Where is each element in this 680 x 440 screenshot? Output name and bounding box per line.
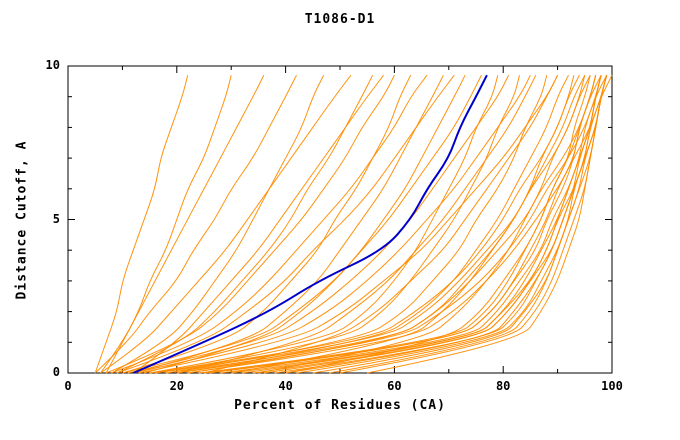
model-curve (154, 75, 520, 374)
x-tick-label: 20 (169, 379, 185, 393)
model-curve (176, 74, 537, 374)
model-curve (203, 74, 559, 374)
model-curve (111, 74, 428, 374)
model-curve (94, 75, 189, 374)
y-tick-label: 10 (45, 58, 60, 72)
model-curve (220, 75, 602, 374)
x-tick-label: 40 (278, 379, 293, 393)
x-tick-label: 100 (601, 379, 623, 393)
model-curve (149, 75, 499, 374)
x-axis-label: Percent of Residues (CA) (234, 398, 446, 413)
y-tick-label: 0 (52, 365, 60, 379)
model-curve (133, 74, 384, 374)
model-curve (116, 74, 455, 374)
model-curve (165, 75, 548, 374)
model-curve (122, 74, 412, 374)
model-curve (138, 74, 559, 374)
model-curve (329, 75, 602, 374)
model-curve (258, 75, 586, 374)
model-curve (122, 74, 482, 374)
model-curve (231, 75, 575, 374)
model-curve (100, 74, 352, 374)
model-curve (367, 75, 608, 374)
model-curve (105, 74, 265, 374)
model-curve (133, 74, 531, 374)
x-tick-label: 60 (387, 379, 402, 393)
model-curve (209, 75, 597, 374)
model-curve (165, 74, 602, 374)
model-curve (94, 74, 297, 374)
x-tick-label: 80 (495, 379, 511, 393)
highlighted-model-curve (132, 74, 488, 374)
model-curve (111, 74, 325, 374)
model-curve (100, 75, 232, 374)
y-tick-label: 5 (52, 211, 60, 226)
model-curve (144, 74, 466, 374)
model-curve (285, 75, 597, 374)
model-curve (176, 74, 608, 374)
model-curve (105, 74, 395, 374)
model-curve (285, 75, 602, 374)
model-curve (176, 74, 569, 374)
x-tick-label: 0 (64, 379, 72, 393)
chart-title: T1086-D1 (304, 12, 376, 27)
